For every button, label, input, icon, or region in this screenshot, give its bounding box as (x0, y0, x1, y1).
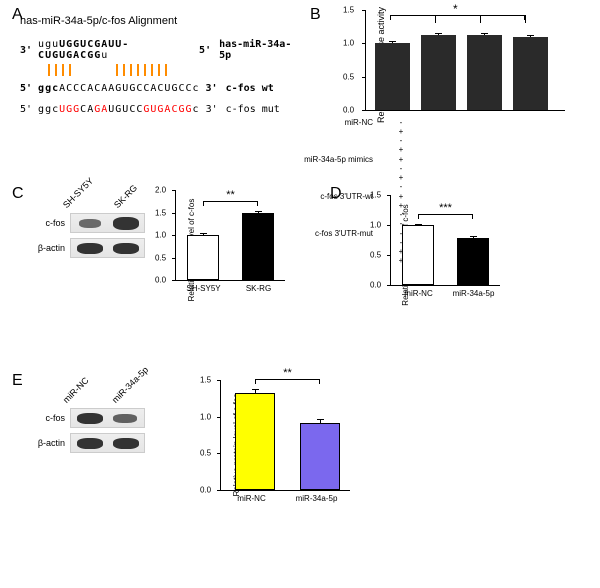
chart-b: Relative Luseciferase activity 0.00.51.0… (365, 10, 575, 120)
blot-cfos-e (70, 408, 145, 428)
chart-b-bar (421, 35, 456, 110)
chart-b-bar (513, 37, 548, 110)
cfos-mut-sequence: 5' ggcUGGCAGAUGUCCGUGACGGc 3' c-fos mut (20, 104, 300, 115)
blot-cfos-c (70, 213, 145, 233)
chart-d: Relative mRNA level of c-fos 0.00.51.01.… (390, 195, 520, 315)
blot-actin-e (70, 433, 145, 453)
chart-b-bar (467, 35, 502, 110)
panel-e-label: E (12, 372, 23, 390)
chart-b-bar (375, 43, 410, 110)
panel-a: has-miR-34a-5p/c-fos Alignment 3' uguUGG… (20, 15, 300, 117)
chart-bar (242, 213, 274, 280)
mirna-sequence: 3' uguUGGUCGAUU-CUGUGACGGu 5' has-miR-34… (20, 39, 300, 61)
panel-c-label: C (12, 185, 24, 203)
alignment-title: has-miR-34a-5p/c-fos Alignment (20, 15, 300, 27)
western-blot-c: SH-SY5Y SK-RG c-fos β-actin (30, 200, 159, 263)
mut-seq-text: ggcUGGCAGAUGUCCGUGACGGc (38, 104, 200, 115)
chart-bar (402, 225, 434, 285)
western-blot-e: miR-NC miR-34a-5p c-fos β-actin (30, 395, 176, 458)
panel-d-label: D (330, 185, 342, 203)
alignment-matches (48, 63, 300, 81)
chart-bar (235, 393, 275, 490)
chart-e: Relative protein level of c-fos 0.00.51.… (220, 380, 370, 510)
chart-bar (457, 238, 489, 285)
sig-star-b: * (453, 2, 458, 16)
panel-b: Relative Luseciferase activity 0.00.51.0… (320, 10, 590, 120)
chart-bar (187, 235, 219, 280)
cfos-wt-sequence: 5' ggcACCCACAAGUGCCACUGCCc 3' c-fos wt (20, 83, 300, 94)
chart-c: Relative protein level of c-fos 0.00.51.… (175, 190, 305, 310)
chart-bar (300, 423, 340, 490)
blot-actin-c (70, 238, 145, 258)
